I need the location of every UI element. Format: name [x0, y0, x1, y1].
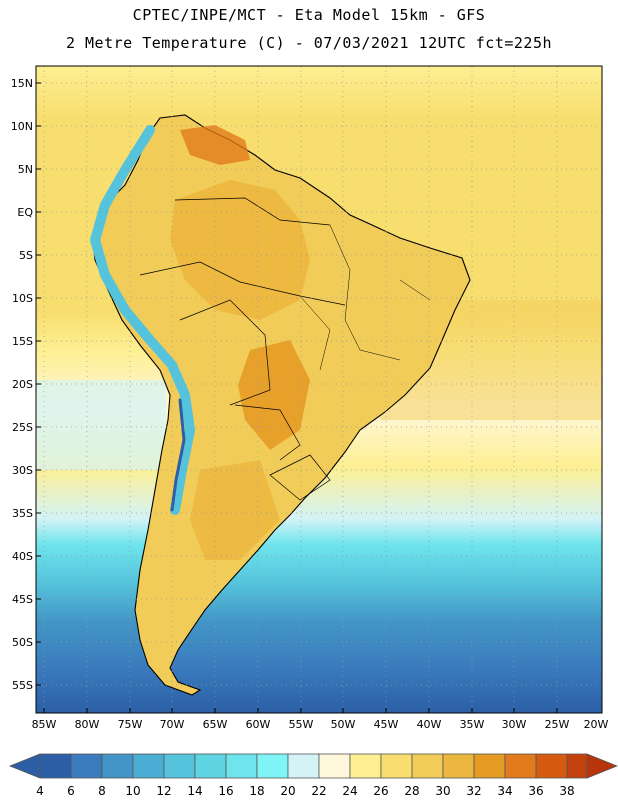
amazon-border: [139, 261, 346, 306]
colorbar-label: 6: [67, 784, 75, 798]
colorbar-swatch: [194, 753, 227, 779]
lat-label: EQ: [17, 206, 33, 219]
colorbar-swatch: [318, 753, 351, 779]
colorbar: [8, 753, 618, 779]
paraguay-border: [234, 404, 301, 461]
lat-label: 55S: [12, 679, 33, 692]
lon-label: 25W: [545, 718, 570, 731]
patagonia-warm-region: [190, 460, 280, 560]
lon-label: 85W: [32, 718, 57, 731]
lon-label: 30W: [502, 718, 527, 731]
lat-label: 10S: [12, 292, 33, 305]
amazon-hot-region: [170, 180, 310, 320]
lon-label: 60W: [246, 718, 271, 731]
colorbar-swatch: [473, 753, 506, 779]
colorbar-swatch: [225, 753, 258, 779]
lon-label: 40W: [417, 718, 442, 731]
colorbar-label: 20: [280, 784, 295, 798]
colorbar-swatch: [442, 753, 475, 779]
lon-label: 70W: [160, 718, 185, 731]
colorbar-high-arrow: [586, 753, 618, 779]
west-ocean-cool-band: [36, 380, 166, 470]
lon-label: 50W: [331, 718, 356, 731]
colorbar-swatch: [287, 753, 320, 779]
colorbar-swatch: [349, 753, 382, 779]
lon-label: 65W: [203, 718, 228, 731]
colorbar-label: 28: [404, 784, 419, 798]
lon-label: 45W: [374, 718, 399, 731]
brazil-north-border: [174, 197, 331, 226]
longitude-labels: 85W 80W 75W 70W 65W 60W 55W 50W 45W 40W …: [32, 718, 609, 731]
colorbar-label: 24: [342, 784, 357, 798]
uruguay-border: [269, 454, 331, 501]
venezuela-hot-region: [180, 125, 250, 165]
colorbar-swatch: [101, 753, 134, 779]
bolivia-border: [179, 299, 271, 406]
colorbar-label: 22: [311, 784, 326, 798]
lat-label: 35S: [12, 507, 33, 520]
colorbar-label: 12: [156, 784, 171, 798]
map-frame: [35, 65, 603, 714]
lon-label: 35W: [460, 718, 485, 731]
latitude-ticks: [36, 82, 41, 686]
andes-core-line: [170, 398, 186, 512]
colorbar-swatch: [411, 753, 444, 779]
colorbar-label: 8: [98, 784, 106, 798]
colorbar-swatch: [380, 753, 413, 779]
colorbar-swatch: [535, 753, 568, 779]
colorbar-label: 38: [559, 784, 574, 798]
colorbar-labels: 4 6 8 10 12 14 16 18 20 22 24 26 28 30 3…: [36, 784, 574, 798]
brazil-state-borders: [299, 224, 431, 371]
longitude-ticks: [43, 708, 558, 713]
colorbar-label: 36: [528, 784, 543, 798]
lon-label: 80W: [75, 718, 100, 731]
colorbar-label: 16: [218, 784, 233, 798]
lon-label: 75W: [118, 718, 143, 731]
pantanal-hot-region: [238, 340, 310, 450]
colorbar-label: 34: [497, 784, 512, 798]
lat-label: 50S: [12, 636, 33, 649]
lat-label: 40S: [12, 550, 33, 563]
colorbar-label: 30: [435, 784, 450, 798]
lat-label: 10N: [11, 120, 33, 133]
latitude-labels: 15N 10N 5N EQ 5S 10S 15S 20S 25S 30S 35S…: [11, 77, 34, 692]
colorbar-label: 32: [466, 784, 481, 798]
map-title-line1: CPTEC/INPE/MCT - Eta Model 15km - GFS: [132, 6, 486, 24]
colorbar-swatch: [504, 753, 537, 779]
colorbar-swatch: [256, 753, 289, 779]
colorbar-low-arrow: [8, 753, 41, 779]
colorbar-swatch: [132, 753, 165, 779]
colorbar-swatch: [566, 753, 588, 779]
lat-label: 25S: [12, 421, 33, 434]
andes-cold-ridge: [90, 125, 195, 515]
colorbar-label: 18: [249, 784, 264, 798]
lat-label: 15N: [11, 77, 33, 90]
colorbar-label: 26: [373, 784, 388, 798]
colorbar-swatch: [39, 753, 72, 779]
colorbar-swatch: [163, 753, 196, 779]
colorbar-label: 4: [36, 784, 44, 798]
lat-label: 20S: [12, 378, 33, 391]
colorbar-swatch: [70, 753, 103, 779]
colorbar-label: 14: [187, 784, 202, 798]
map-title-line2: 2 Metre Temperature (C) - 07/03/2021 12U…: [65, 34, 553, 52]
lon-label: 20W: [584, 718, 609, 731]
lat-label: 5S: [19, 249, 33, 262]
colorbar-label: 10: [125, 784, 140, 798]
lon-label: 55W: [289, 718, 314, 731]
lat-label: 15S: [12, 335, 33, 348]
lat-label: 30S: [12, 464, 33, 477]
lat-label: 5N: [18, 163, 33, 176]
lat-label: 45S: [12, 593, 33, 606]
